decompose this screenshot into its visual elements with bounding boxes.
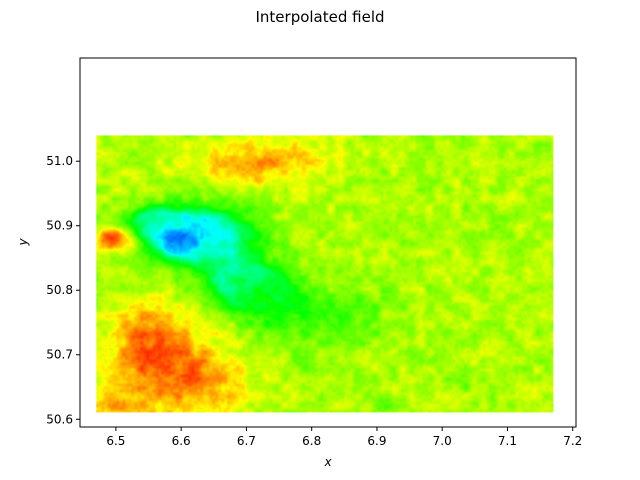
axes-frame xyxy=(79,57,577,428)
x-tick-label: 7.2 xyxy=(563,434,582,448)
y-tick-label: 50.7 xyxy=(46,348,73,362)
chart-title: Interpolated field xyxy=(255,8,384,26)
x-tick-label: 6.6 xyxy=(172,434,191,448)
y-tick-label: 50.6 xyxy=(46,412,73,426)
x-tick-label: 6.8 xyxy=(302,434,321,448)
y-axis-label: y xyxy=(16,238,30,247)
x-tick-label: 7.1 xyxy=(498,434,517,448)
x-axis-ticks: 6.5 6.6 6.7 6.8 6.9 7.0 7.1 7.2 xyxy=(106,427,582,448)
x-tick-label: 6.9 xyxy=(367,434,386,448)
y-tick-label: 51.0 xyxy=(46,154,73,168)
plot-area xyxy=(79,57,577,428)
y-axis-ticks: 50.6 50.7 50.8 50.9 51.0 xyxy=(46,154,80,426)
x-tick-label: 7.0 xyxy=(433,434,452,448)
x-tick-label: 6.5 xyxy=(106,434,125,448)
y-tick-label: 50.8 xyxy=(46,283,73,297)
x-tick-label: 6.7 xyxy=(237,434,256,448)
x-axis-label: x xyxy=(323,455,332,469)
y-tick-label: 50.9 xyxy=(46,219,73,233)
heatmap-field xyxy=(96,135,554,413)
